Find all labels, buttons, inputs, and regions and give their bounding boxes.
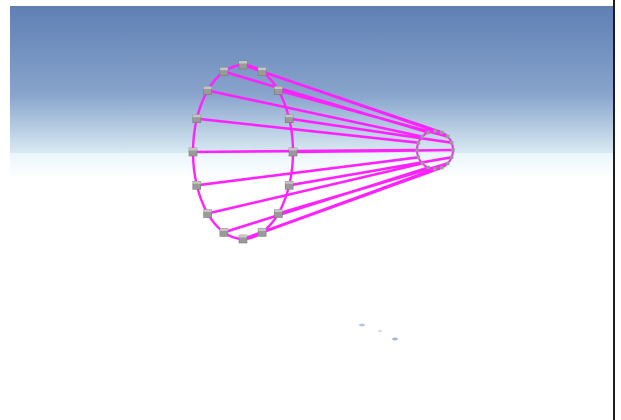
node-cube-top [239, 235, 247, 238]
vertex-node-small [440, 130, 444, 135]
cone-strut [287, 156, 453, 187]
vertex-node-large [274, 86, 283, 95]
node-cube-top [258, 228, 267, 231]
node-cube-top [239, 61, 247, 64]
cone-strut [206, 162, 424, 215]
vertex-node-large [192, 114, 202, 123]
ground-plane [10, 153, 613, 414]
sky [10, 6, 613, 153]
vertex-node-large [203, 86, 212, 95]
vertex-node-small [446, 134, 450, 139]
window-border [613, 0, 615, 420]
vertex-node-small [451, 148, 455, 152]
vertex-node-large [238, 234, 248, 244]
vertex-nodes [188, 60, 455, 244]
vertex-node-small [446, 161, 450, 166]
vertex-node-small [433, 129, 437, 133]
node-cube-top [285, 181, 294, 184]
node-cube-top [219, 228, 228, 231]
node-cube-top [258, 67, 267, 71]
vertex-node-large [203, 209, 212, 218]
vertex-node-small [420, 134, 424, 139]
vertex-node-large [192, 181, 202, 190]
wireframe-cone [191, 63, 455, 241]
vertex-node-small [440, 165, 444, 170]
ground-shadow [359, 323, 398, 341]
vertex-node-small [426, 165, 430, 170]
vertex-node-small [449, 141, 454, 145]
cone-strut [222, 70, 430, 134]
cone-strut [191, 148, 419, 154]
vertex-node-large [284, 181, 294, 190]
cone-strut [206, 89, 424, 138]
node-cube-top [189, 148, 197, 151]
vertex-node-large [257, 228, 267, 237]
vertex-node-small [416, 141, 421, 145]
vertex-node-large [274, 209, 283, 218]
vertex-node-small [415, 148, 419, 152]
cone-strut [241, 167, 437, 241]
node-cube-top [274, 209, 283, 212]
node-cube-top [192, 114, 201, 118]
node-cube-top [289, 148, 297, 151]
vertex-node-large [284, 114, 294, 123]
node-cube-top [203, 209, 212, 212]
vertex-node-small [433, 167, 437, 171]
cone-strut [287, 117, 453, 144]
vertex-node-large [257, 67, 267, 76]
vertex-node-large [219, 67, 229, 76]
vertex-node-small [426, 130, 430, 135]
vertex-node-small [420, 161, 424, 166]
node-cube-top [192, 181, 201, 184]
scene-render [10, 6, 613, 414]
vertex-node-small [449, 155, 454, 159]
vertex-node-large [288, 147, 298, 157]
vertex-node-small [416, 155, 421, 159]
cone-strut [260, 70, 444, 134]
cone-strut [222, 166, 430, 234]
node-cube-top [274, 86, 283, 89]
vertex-node-large [219, 228, 229, 237]
cone-strut [195, 156, 420, 187]
node-cube-top [203, 86, 212, 89]
game-viewport[interactable] [10, 6, 613, 414]
node-cube-top [285, 114, 294, 118]
node-cube-top [219, 67, 228, 71]
vertex-node-large [238, 60, 248, 70]
cone-strut [195, 117, 420, 144]
vertex-node-large [188, 147, 198, 157]
